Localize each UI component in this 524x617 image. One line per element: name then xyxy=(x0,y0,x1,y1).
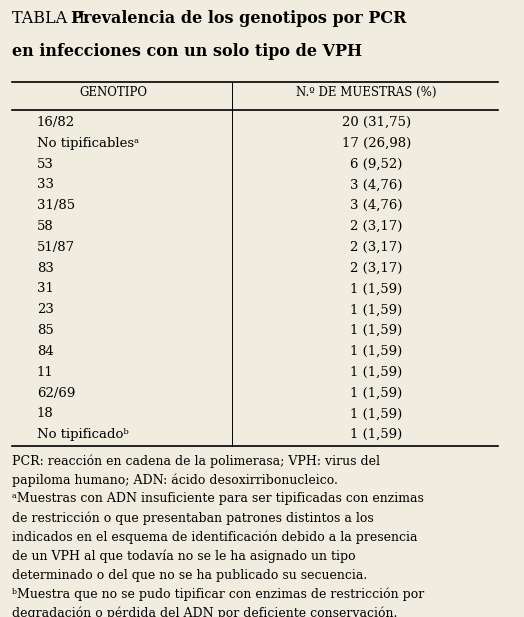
Text: 20 (31,75): 20 (31,75) xyxy=(342,116,411,129)
Text: 31/85: 31/85 xyxy=(37,199,75,212)
Text: 2 (3,17): 2 (3,17) xyxy=(351,220,403,233)
Text: 3 (4,76): 3 (4,76) xyxy=(350,178,403,191)
Text: 1 (1,59): 1 (1,59) xyxy=(351,387,402,400)
Text: 1 (1,59): 1 (1,59) xyxy=(351,407,402,420)
Text: ᵇMuestra que no se pudo tipificar con enzimas de restricción por: ᵇMuestra que no se pudo tipificar con en… xyxy=(12,588,424,602)
Text: No tipificadoᵇ: No tipificadoᵇ xyxy=(37,428,128,441)
Text: 1 (1,59): 1 (1,59) xyxy=(351,345,402,358)
Text: GENOTIPO: GENOTIPO xyxy=(79,86,147,99)
Text: TABLA II.: TABLA II. xyxy=(12,10,95,27)
Text: 1 (1,59): 1 (1,59) xyxy=(351,283,402,296)
Text: en infecciones con un solo tipo de VPH: en infecciones con un solo tipo de VPH xyxy=(12,43,362,60)
Text: 6 (9,52): 6 (9,52) xyxy=(351,157,403,170)
Text: 17 (26,98): 17 (26,98) xyxy=(342,137,411,150)
Text: 31: 31 xyxy=(37,283,54,296)
Text: de restricción o que presentaban patrones distintos a los: de restricción o que presentaban patrone… xyxy=(12,511,373,525)
Text: indicados en el esquema de identificación debido a la presencia: indicados en el esquema de identificació… xyxy=(12,531,417,544)
Text: Prevalencia de los genotipos por PCR: Prevalencia de los genotipos por PCR xyxy=(71,10,407,27)
Text: 62/69: 62/69 xyxy=(37,387,75,400)
Text: 2 (3,17): 2 (3,17) xyxy=(351,262,403,275)
Text: papiloma humano; ADN: ácido desoxirribonucleico.: papiloma humano; ADN: ácido desoxirribon… xyxy=(12,473,337,487)
Text: 3 (4,76): 3 (4,76) xyxy=(350,199,403,212)
Text: 51/87: 51/87 xyxy=(37,241,75,254)
Text: de un VPH al que todavía no se le ha asignado un tipo: de un VPH al que todavía no se le ha asi… xyxy=(12,550,355,563)
Text: 2 (3,17): 2 (3,17) xyxy=(351,241,403,254)
Text: determinado o del que no se ha publicado su secuencia.: determinado o del que no se ha publicado… xyxy=(12,569,367,582)
Text: 84: 84 xyxy=(37,345,53,358)
Text: degradación o pérdida del ADN por deficiente conservación.: degradación o pérdida del ADN por defici… xyxy=(12,607,397,617)
Text: 18: 18 xyxy=(37,407,53,420)
Text: 11: 11 xyxy=(37,366,53,379)
Text: No tipificablesᵃ: No tipificablesᵃ xyxy=(37,137,139,150)
Text: 1 (1,59): 1 (1,59) xyxy=(351,366,402,379)
Text: N.º DE MUESTRAS (%): N.º DE MUESTRAS (%) xyxy=(296,86,436,99)
Text: 53: 53 xyxy=(37,157,54,170)
Text: 1 (1,59): 1 (1,59) xyxy=(351,428,402,441)
Text: 1 (1,59): 1 (1,59) xyxy=(351,324,402,337)
Text: 23: 23 xyxy=(37,304,54,317)
Text: 58: 58 xyxy=(37,220,53,233)
Text: 83: 83 xyxy=(37,262,54,275)
Text: 33: 33 xyxy=(37,178,54,191)
Text: 85: 85 xyxy=(37,324,53,337)
Text: 16/82: 16/82 xyxy=(37,116,75,129)
Text: PCR: reacción en cadena de la polimerasa; VPH: virus del: PCR: reacción en cadena de la polimerasa… xyxy=(12,454,379,468)
Text: 1 (1,59): 1 (1,59) xyxy=(351,304,402,317)
Text: ᵃMuestras con ADN insuficiente para ser tipificadas con enzimas: ᵃMuestras con ADN insuficiente para ser … xyxy=(12,492,423,505)
